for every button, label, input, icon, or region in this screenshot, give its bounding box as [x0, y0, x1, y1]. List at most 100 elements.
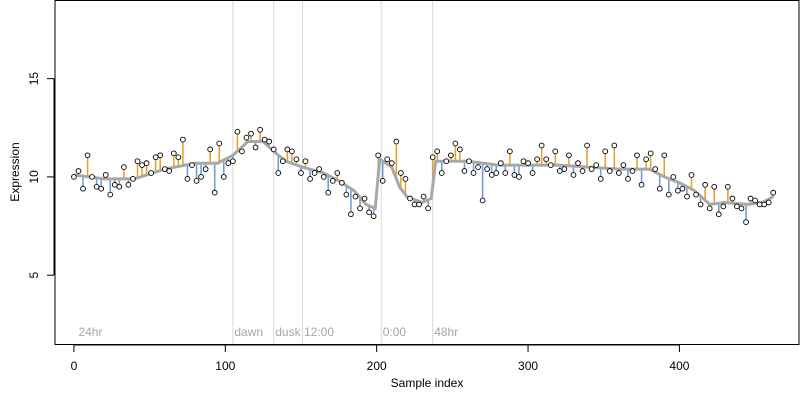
data-point	[670, 174, 677, 180]
data-point	[507, 148, 513, 155]
annotations: 24hr dawn dusk 12:00 0:00 48hr	[78, 325, 458, 339]
data-point	[398, 170, 404, 176]
data-point	[166, 168, 173, 174]
fit-line	[73, 140, 775, 211]
data-point	[339, 179, 345, 186]
data-point	[484, 166, 491, 172]
data-point	[107, 191, 114, 198]
data-point	[130, 176, 136, 182]
annotation-label: dusk	[275, 325, 301, 339]
data-point	[588, 166, 595, 172]
data-point	[275, 170, 282, 176]
data-points	[71, 126, 777, 225]
x-tick-label: 200	[367, 359, 387, 373]
data-point	[593, 162, 600, 168]
data-point	[675, 187, 681, 194]
data-point	[361, 195, 368, 202]
data-point	[729, 195, 736, 202]
data-point	[180, 136, 186, 143]
data-point	[334, 170, 341, 176]
data-point	[75, 168, 82, 174]
data-point	[302, 158, 309, 165]
data-point	[429, 154, 436, 161]
data-point	[734, 203, 740, 210]
data-point	[311, 170, 318, 176]
data-point	[706, 205, 713, 212]
data-point	[80, 185, 86, 192]
data-point	[720, 203, 727, 210]
data-point	[379, 177, 386, 184]
data-point	[152, 154, 159, 161]
y-axis: 5 10 15	[27, 72, 55, 279]
data-point	[656, 185, 663, 192]
data-point	[566, 152, 572, 159]
data-point	[407, 195, 413, 202]
data-point	[547, 162, 554, 168]
y-tick-label: 10	[27, 170, 41, 184]
data-point	[420, 193, 427, 200]
data-point	[216, 140, 223, 147]
data-point	[438, 170, 445, 176]
data-point	[220, 174, 227, 180]
data-point	[616, 170, 622, 176]
x-tick-label: 400	[669, 359, 689, 373]
data-point	[143, 160, 150, 167]
data-point	[161, 166, 168, 172]
data-point	[643, 156, 649, 163]
x-axis-label: Sample index	[391, 376, 464, 390]
data-point	[261, 136, 268, 143]
data-point	[298, 170, 304, 176]
data-point	[343, 191, 350, 198]
data-point	[697, 201, 704, 208]
data-point	[102, 172, 109, 178]
data-point	[148, 170, 154, 176]
data-point	[502, 170, 509, 176]
data-point	[679, 185, 686, 192]
data-point	[293, 156, 300, 163]
data-point	[447, 152, 454, 159]
data-point	[556, 168, 563, 174]
data-point	[193, 177, 200, 184]
data-point	[688, 172, 695, 178]
annotation-label: 48hr	[434, 325, 458, 339]
data-point	[230, 158, 236, 165]
data-point	[279, 158, 286, 165]
data-point	[93, 183, 100, 190]
data-point	[711, 183, 718, 190]
data-point	[411, 201, 418, 208]
data-point	[375, 152, 382, 159]
data-point	[561, 166, 568, 172]
data-point	[184, 176, 191, 182]
data-point	[584, 142, 590, 149]
data-point	[98, 185, 105, 192]
data-point	[402, 176, 409, 182]
data-point	[289, 148, 295, 155]
data-point	[416, 201, 422, 208]
data-point	[157, 152, 164, 159]
data-point	[71, 174, 77, 180]
data-point	[198, 174, 204, 180]
x-axis: 0 100 200 300 400	[71, 344, 690, 373]
annotation-label: 24hr	[78, 325, 102, 339]
data-point	[629, 168, 636, 174]
data-point	[761, 201, 768, 208]
data-point	[543, 156, 550, 163]
x-tick-label: 0	[71, 359, 78, 373]
data-point	[634, 152, 640, 159]
data-point	[316, 166, 322, 172]
data-point	[647, 150, 654, 157]
data-point	[620, 162, 627, 168]
annotation-label: 0:00	[383, 325, 407, 339]
data-point	[752, 197, 758, 204]
x-tick-label: 100	[215, 359, 235, 373]
data-point	[111, 181, 118, 188]
data-point	[765, 199, 772, 206]
data-point	[638, 181, 645, 188]
data-point	[770, 189, 777, 196]
data-point	[738, 205, 745, 212]
data-point	[175, 154, 182, 161]
y-axis-label: Expression	[8, 142, 22, 201]
data-point	[497, 160, 504, 167]
data-point	[475, 164, 481, 170]
